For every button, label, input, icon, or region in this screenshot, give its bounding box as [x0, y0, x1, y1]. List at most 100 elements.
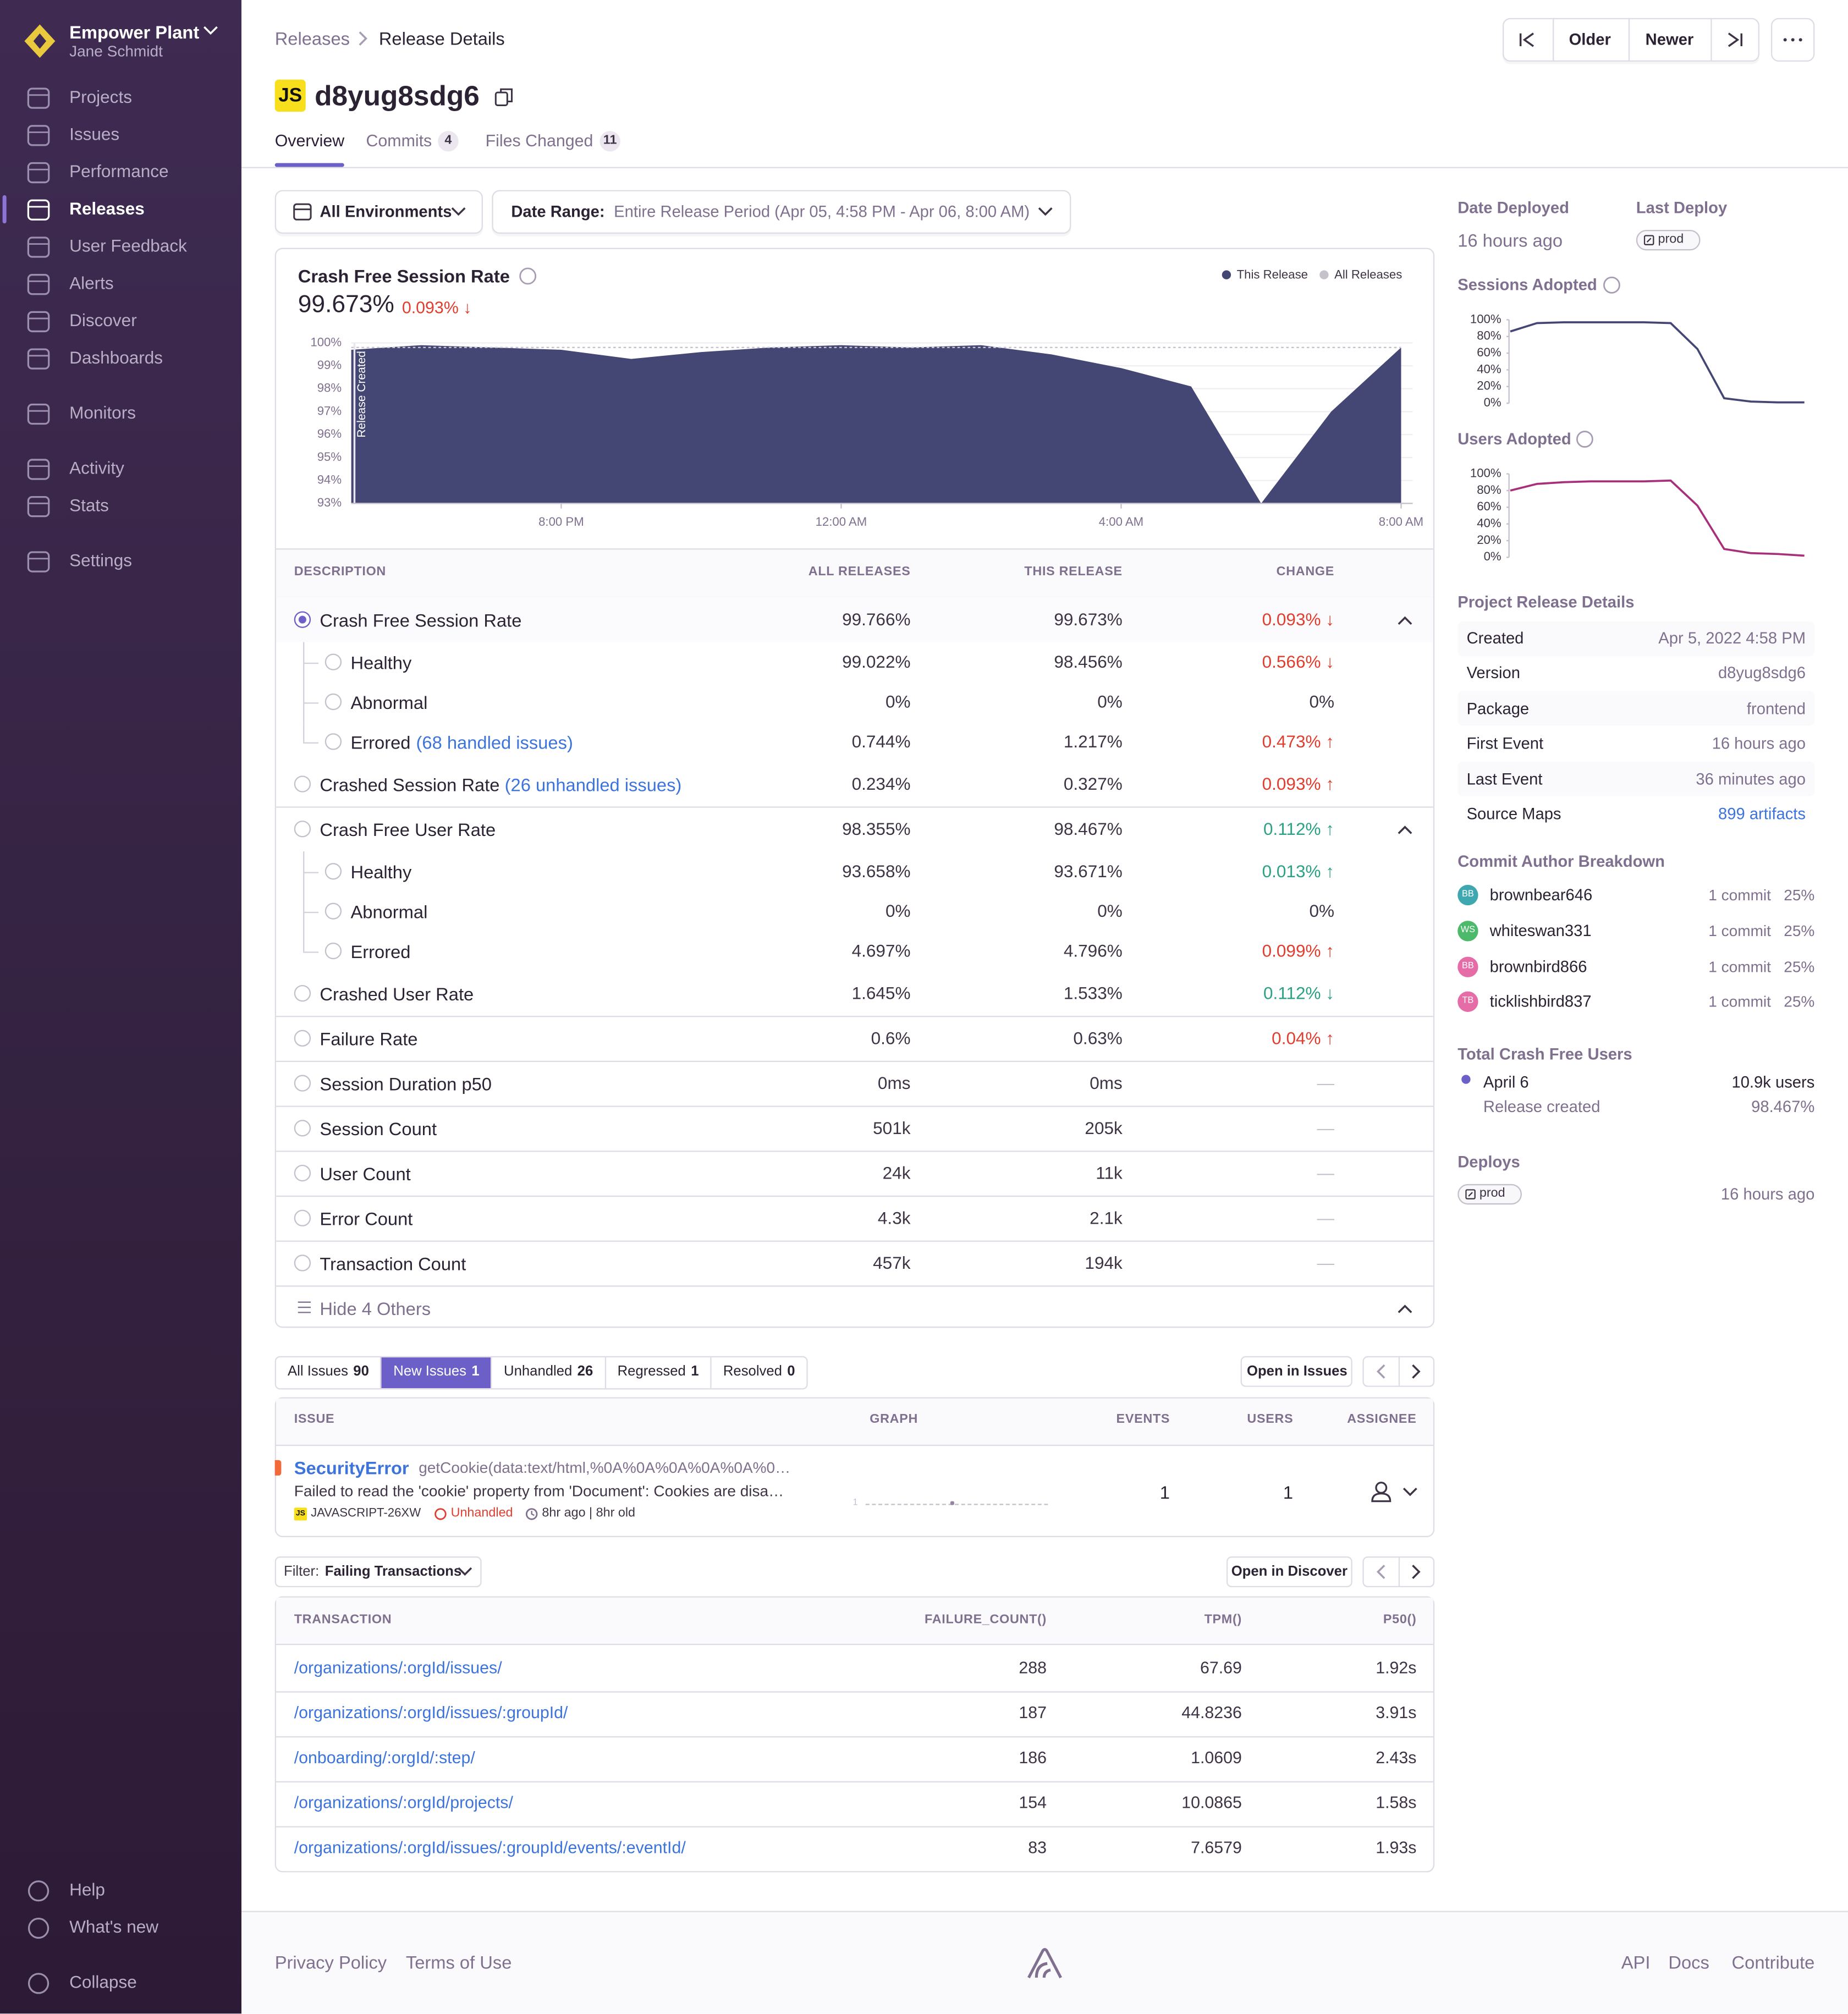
transaction-name[interactable]: /organizations/:orgId/issues/:groupId/: [294, 1703, 568, 1723]
tab[interactable]: Files Changed: [485, 131, 593, 151]
radio[interactable]: [294, 1030, 311, 1047]
nav-icon-part: [27, 87, 50, 109]
nav-item[interactable]: Help: [69, 1880, 105, 1900]
nav-button[interactable]: Newer: [1645, 31, 1694, 49]
deploy-tag[interactable]: [1458, 1184, 1522, 1205]
hide-others[interactable]: Hide 4 Others: [320, 1297, 431, 1318]
radio[interactable]: [324, 653, 342, 670]
link-icon-part: [1643, 235, 1654, 245]
deploy-tag[interactable]: [1636, 229, 1701, 251]
radio[interactable]: [294, 1209, 311, 1226]
nav-item[interactable]: Activity: [69, 458, 124, 478]
issue-tab[interactable]: Resolved 0: [710, 1357, 807, 1389]
radio[interactable]: [294, 1120, 311, 1137]
footer-link[interactable]: Privacy Policy: [274, 1952, 387, 1973]
metric-link[interactable]: (26 unhandled issues): [504, 773, 682, 795]
deploy-tag-label: prod: [1479, 1186, 1505, 1201]
radio[interactable]: [324, 942, 342, 960]
transaction-value: 67.69: [1200, 1658, 1242, 1677]
issue-tab[interactable]: New Issues 1: [380, 1357, 491, 1389]
issue-tab[interactable]: Regressed 1: [604, 1357, 710, 1389]
metric-all: 0ms: [877, 1072, 911, 1092]
metric-label: Error Count: [320, 1208, 413, 1229]
transactions-header: [276, 1597, 1433, 1646]
radio[interactable]: [294, 775, 311, 793]
filter-button[interactable]: [274, 1556, 482, 1588]
level-indicator: [274, 1460, 282, 1476]
avatar: [1458, 956, 1478, 977]
date-filter[interactable]: [492, 190, 1071, 234]
radio[interactable]: [324, 693, 342, 711]
x-tick-label: 4:00 AM: [1099, 515, 1143, 529]
open-issues-button[interactable]: [1240, 1356, 1352, 1387]
nav-item[interactable]: Alerts: [69, 273, 114, 293]
radio[interactable]: [324, 863, 342, 880]
nav-item[interactable]: What's new: [69, 1917, 159, 1937]
nav-item[interactable]: Settings: [69, 551, 132, 570]
column-header: Graph: [870, 1412, 919, 1427]
y-tick-label: 94%: [317, 472, 342, 486]
nav-item[interactable]: Projects: [69, 87, 132, 107]
release-version: d8yug8sdg6: [315, 79, 480, 112]
nav-item[interactable]: Performance: [69, 162, 169, 181]
help-icon-part: [1603, 276, 1620, 294]
radio[interactable]: [294, 611, 311, 628]
issue-message: Failed to read the 'cookie' property fro…: [294, 1482, 784, 1500]
author-share: 25%: [1784, 957, 1815, 976]
metric-all: 0%: [885, 901, 911, 921]
metric-link[interactable]: (68 handled issues): [416, 731, 573, 752]
nav-item[interactable]: Releases: [69, 199, 145, 218]
radio[interactable]: [294, 1254, 311, 1272]
footer-link[interactable]: Terms of Use: [405, 1952, 512, 1973]
nav-item[interactable]: Collapse: [69, 1972, 137, 1992]
nav-item[interactable]: Stats: [69, 496, 109, 515]
radio[interactable]: [294, 1075, 311, 1092]
nav-item[interactable]: Monitors: [69, 403, 136, 423]
breadcrumb[interactable]: Releases: [274, 28, 350, 49]
footer-link[interactable]: Contribute: [1731, 1952, 1815, 1973]
transaction-value: 44.8236: [1181, 1703, 1242, 1723]
radio[interactable]: [324, 733, 342, 750]
open-discover-button[interactable]: [1226, 1556, 1352, 1588]
tab[interactable]: Overview: [274, 131, 345, 151]
legend-label: This Release: [1237, 268, 1308, 282]
tab[interactable]: Commits: [366, 131, 432, 151]
issue-title[interactable]: SecurityError: [294, 1457, 409, 1478]
org-name: Empower Plant: [69, 21, 200, 43]
nav-item[interactable]: Dashboards: [69, 348, 163, 367]
copy-icon: [494, 88, 513, 106]
footer-link[interactable]: API: [1621, 1952, 1651, 1973]
footer-link[interactable]: Docs: [1668, 1952, 1709, 1973]
more-button[interactable]: [1770, 18, 1815, 62]
row-divider: [276, 1825, 1433, 1827]
tab-underline: [274, 163, 344, 167]
nav-button[interactable]: Older: [1569, 31, 1611, 49]
nav-item[interactable]: Issues: [69, 124, 120, 144]
divider: [1628, 18, 1630, 62]
nav-item[interactable]: Discover: [69, 311, 137, 331]
transaction-name[interactable]: /organizations/:orgId/issues/: [294, 1658, 502, 1677]
transaction-name[interactable]: /onboarding/:orgId/:step/: [294, 1747, 475, 1767]
divider: [1553, 18, 1554, 62]
radio[interactable]: [294, 984, 311, 1002]
tab-count: 4: [444, 133, 452, 148]
nav-icon: [27, 551, 50, 573]
issue-tab[interactable]: Unhandled 26: [491, 1357, 605, 1389]
transaction-name[interactable]: /organizations/:orgId/issues/:groupId/ev…: [294, 1837, 686, 1857]
radio[interactable]: [294, 1164, 311, 1182]
radio[interactable]: [324, 903, 342, 920]
chevron-part: [1398, 1304, 1412, 1313]
metric-change: 0.093% ↑: [1262, 773, 1335, 793]
environment-filter[interactable]: [274, 190, 483, 234]
detail-value[interactable]: 899 artifacts: [1718, 805, 1806, 823]
author-commits: 1 commit: [1708, 922, 1771, 940]
assignee-icon-part: [1375, 1482, 1388, 1494]
more-icon-part: [1799, 38, 1802, 42]
transaction-name[interactable]: /organizations/:orgId/projects/: [294, 1792, 513, 1812]
radio[interactable]: [294, 821, 311, 838]
metric-all: 0.744%: [851, 731, 911, 751]
issue-tab[interactable]: All Issues 90: [276, 1357, 381, 1388]
row-divider: [276, 1240, 1433, 1242]
nav-item[interactable]: User Feedback: [69, 236, 187, 256]
section-title: Date Deployed: [1458, 199, 1570, 217]
